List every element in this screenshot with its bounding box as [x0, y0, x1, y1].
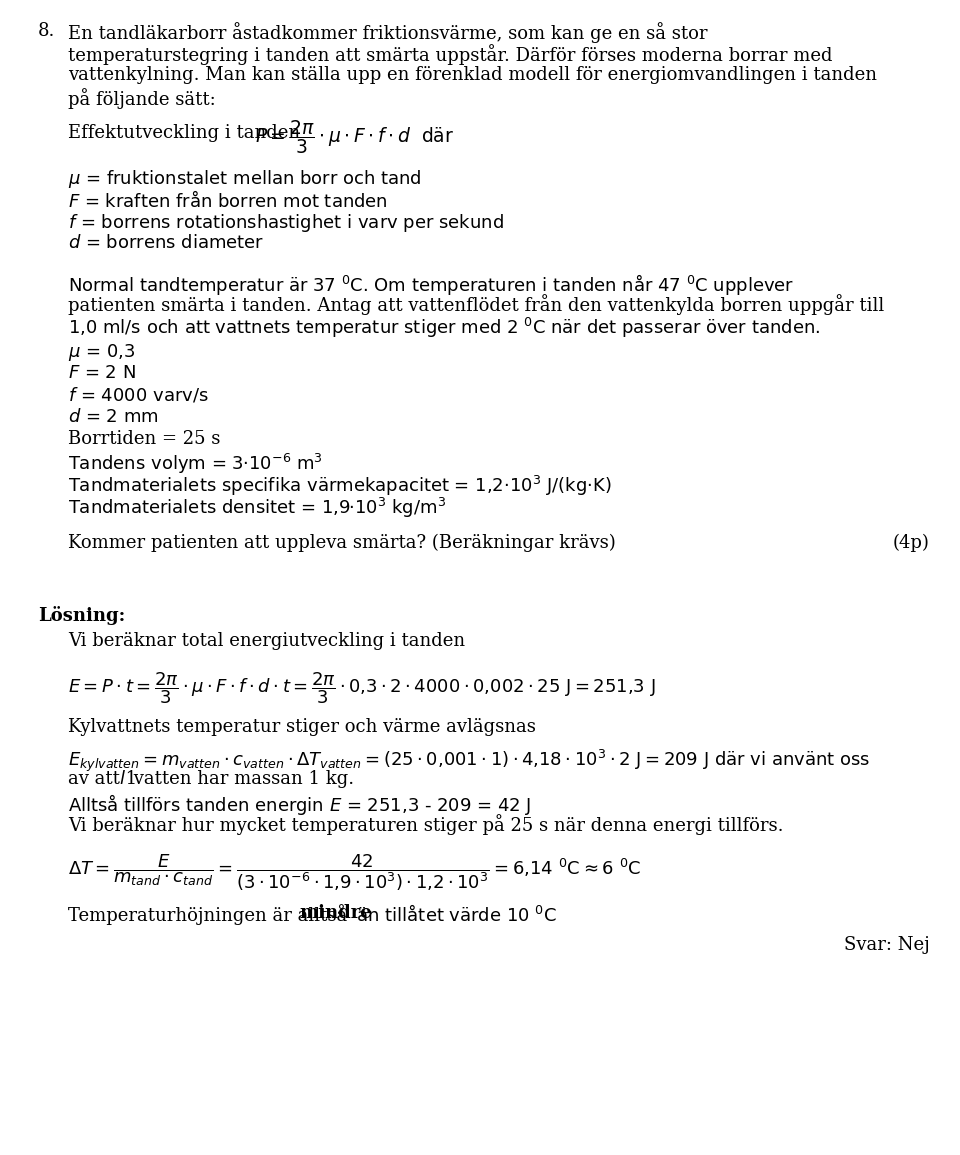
Text: Alltså tillförs tanden energin $E$ = 251,3 - 209 = 42 J: Alltså tillförs tanden energin $E$ = 251…	[68, 792, 532, 817]
Text: Svar: Nej: Svar: Nej	[844, 936, 930, 954]
Text: Temperaturhöjningen är alltså: Temperaturhöjningen är alltså	[68, 904, 353, 925]
Text: $\mu$ = fruktionstalet mellan borr och tand: $\mu$ = fruktionstalet mellan borr och t…	[68, 167, 421, 191]
Text: $\Delta T = \dfrac{E}{m_{tand} \cdot c_{tand}} = \dfrac{42}{(3 \cdot 10^{-6} \cd: $\Delta T = \dfrac{E}{m_{tand} \cdot c_{…	[68, 852, 641, 893]
Text: $l$: $l$	[119, 770, 126, 788]
Text: Borrtiden = 25 s: Borrtiden = 25 s	[68, 430, 221, 448]
Text: $d$ = borrens diameter: $d$ = borrens diameter	[68, 234, 264, 252]
Text: $F$ = kraften från borren mot tanden: $F$ = kraften från borren mot tanden	[68, 191, 388, 211]
Text: patienten smärta i tanden. Antag att vattenflödet från den vattenkylda borren up: patienten smärta i tanden. Antag att vat…	[68, 295, 884, 315]
Text: $F$ = 2 N: $F$ = 2 N	[68, 364, 135, 382]
Text: Tandmaterialets specifika värmekapacitet = 1,2·10$^3$ J/(kg·K): Tandmaterialets specifika värmekapacitet…	[68, 474, 612, 498]
Text: Kommer patienten att uppleva smärta? (Beräkningar krävs): Kommer patienten att uppleva smärta? (Be…	[68, 534, 615, 552]
Text: $P = \dfrac{2\pi}{3} \cdot \mu \cdot F \cdot f \cdot d$  där: $P = \dfrac{2\pi}{3} \cdot \mu \cdot F \…	[255, 118, 454, 156]
Text: temperaturstegring i tanden att smärta uppstår. Därför förses moderna borrar med: temperaturstegring i tanden att smärta u…	[68, 44, 832, 65]
Text: En tandläkarborr åstadkommer friktionsvärme, som kan ge en så stor: En tandläkarborr åstadkommer friktionsvä…	[68, 22, 708, 43]
Text: $E_{kylvatten} = m_{vatten} \cdot c_{vatten} \cdot \Delta T_{vatten} = (25 \cdot: $E_{kylvatten} = m_{vatten} \cdot c_{vat…	[68, 748, 871, 774]
Text: 1,0 ml/s och att vattnets temperatur stiger med 2 $^0$C när det passerar över ta: 1,0 ml/s och att vattnets temperatur sti…	[68, 316, 820, 340]
Text: vatten har massan 1 kg.: vatten har massan 1 kg.	[128, 770, 354, 788]
Text: av att 1: av att 1	[68, 770, 143, 788]
Text: $f$ = 4000 varv/s: $f$ = 4000 varv/s	[68, 386, 208, 405]
Text: Vi beräknar hur mycket temperaturen stiger på 25 s när denna energi tillförs.: Vi beräknar hur mycket temperaturen stig…	[68, 814, 783, 835]
Text: Kylvattnets temperatur stiger och värme avlägsnas: Kylvattnets temperatur stiger och värme …	[68, 718, 536, 736]
Text: Tandens volym = 3·10$^{-6}$ m$^3$: Tandens volym = 3·10$^{-6}$ m$^3$	[68, 452, 323, 476]
Text: $d$ = 2 mm: $d$ = 2 mm	[68, 408, 158, 426]
Text: på följande sätt:: på följande sätt:	[68, 88, 216, 109]
Text: än tillåtet värde 10 $^0$C: än tillåtet värde 10 $^0$C	[351, 904, 557, 925]
Text: Vi beräknar total energiutveckling i tanden: Vi beräknar total energiutveckling i tan…	[68, 632, 466, 650]
Text: $f$ = borrens rotationshastighet i varv per sekund: $f$ = borrens rotationshastighet i varv …	[68, 213, 504, 234]
Text: 8.: 8.	[38, 22, 56, 40]
Text: Effektutveckling i tanden: Effektutveckling i tanden	[68, 124, 306, 142]
Text: Lösning:: Lösning:	[38, 606, 125, 625]
Text: Normal tandtemperatur är 37 $^0$C. Om temperaturen i tanden når 47 $^0$C uppleve: Normal tandtemperatur är 37 $^0$C. Om te…	[68, 271, 794, 297]
Text: (4p): (4p)	[893, 534, 930, 552]
Text: mindre: mindre	[299, 904, 372, 922]
Text: $E = P \cdot t = \dfrac{2\pi}{3} \cdot \mu \cdot F \cdot f \cdot d \cdot t = \df: $E = P \cdot t = \dfrac{2\pi}{3} \cdot \…	[68, 670, 656, 706]
Text: Tandmaterialets densitet = 1,9·10$^3$ kg/m$^3$: Tandmaterialets densitet = 1,9·10$^3$ kg…	[68, 495, 446, 520]
Text: $\mu$ = 0,3: $\mu$ = 0,3	[68, 342, 135, 363]
Text: vattenkylning. Man kan ställa upp en förenklad modell för energiomvandlingen i t: vattenkylning. Man kan ställa upp en för…	[68, 66, 877, 84]
